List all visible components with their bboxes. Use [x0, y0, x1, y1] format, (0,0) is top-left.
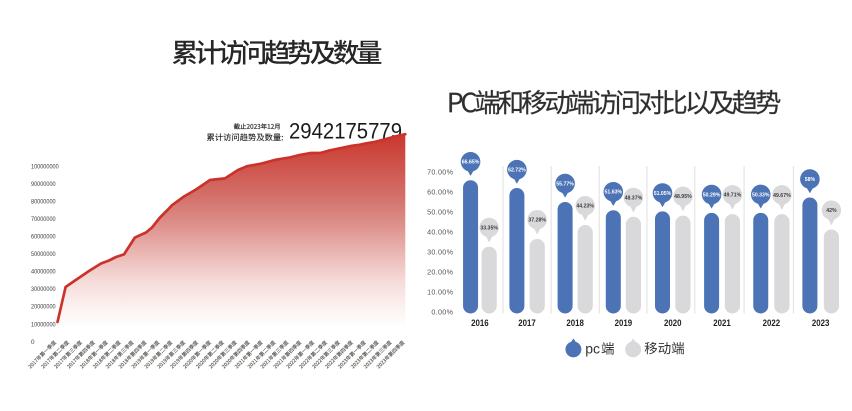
svg-text:48.95%: 48.95% [674, 194, 692, 200]
svg-text:2017: 2017 [518, 318, 536, 329]
svg-text:0.00%: 0.00% [431, 308, 453, 317]
svg-text:49.71%: 49.71% [724, 193, 742, 199]
svg-text:2021: 2021 [713, 318, 731, 329]
svg-text:30.00%: 30.00% [427, 248, 453, 257]
svg-text:70000000: 70000000 [31, 216, 56, 223]
svg-text:40000000: 40000000 [31, 269, 56, 276]
svg-text:49.67%: 49.67% [773, 193, 791, 199]
svg-text:40.00%: 40.00% [427, 228, 453, 237]
svg-text:80000000: 80000000 [31, 198, 56, 205]
svg-text:10.00%: 10.00% [427, 288, 453, 297]
svg-text:10000000: 10000000 [31, 321, 56, 328]
svg-text:33.35%: 33.35% [480, 225, 498, 231]
svg-text:2018: 2018 [566, 318, 584, 329]
svg-text:20.00%: 20.00% [427, 268, 453, 277]
svg-text:2016: 2016 [471, 318, 489, 329]
svg-text:44.23%: 44.23% [576, 204, 594, 210]
svg-text:50000000: 50000000 [31, 251, 56, 258]
svg-text:30000000: 30000000 [31, 286, 56, 293]
svg-text:62.72%: 62.72% [508, 168, 526, 174]
svg-text:42%: 42% [826, 208, 837, 214]
svg-text:70.00%: 70.00% [427, 168, 453, 177]
svg-text:60000000: 60000000 [31, 234, 56, 241]
svg-text:100000000: 100000000 [31, 163, 59, 170]
svg-text:58%: 58% [805, 177, 816, 183]
svg-text:2019: 2019 [615, 318, 633, 329]
svg-text:2023: 2023 [812, 318, 830, 329]
svg-text:50.00%: 50.00% [427, 208, 453, 217]
svg-text:pc: pc [585, 341, 600, 357]
svg-text:51.05%: 51.05% [654, 191, 672, 197]
svg-text:90000000: 90000000 [31, 181, 56, 188]
svg-text:2022: 2022 [763, 318, 781, 329]
svg-text:50.33%: 50.33% [752, 192, 770, 198]
svg-text:48.37%: 48.37% [625, 195, 643, 201]
svg-text:50.29%: 50.29% [703, 192, 721, 198]
svg-text:2020: 2020 [664, 318, 682, 329]
svg-text:0: 0 [31, 339, 35, 346]
svg-text:20000000: 20000000 [31, 304, 56, 311]
svg-text:51.63%: 51.63% [604, 190, 622, 196]
svg-text:37.28%: 37.28% [528, 218, 546, 224]
svg-text:55.77%: 55.77% [556, 181, 574, 187]
svg-text:60.00%: 60.00% [427, 188, 453, 197]
svg-text:66.65%: 66.65% [462, 160, 480, 166]
